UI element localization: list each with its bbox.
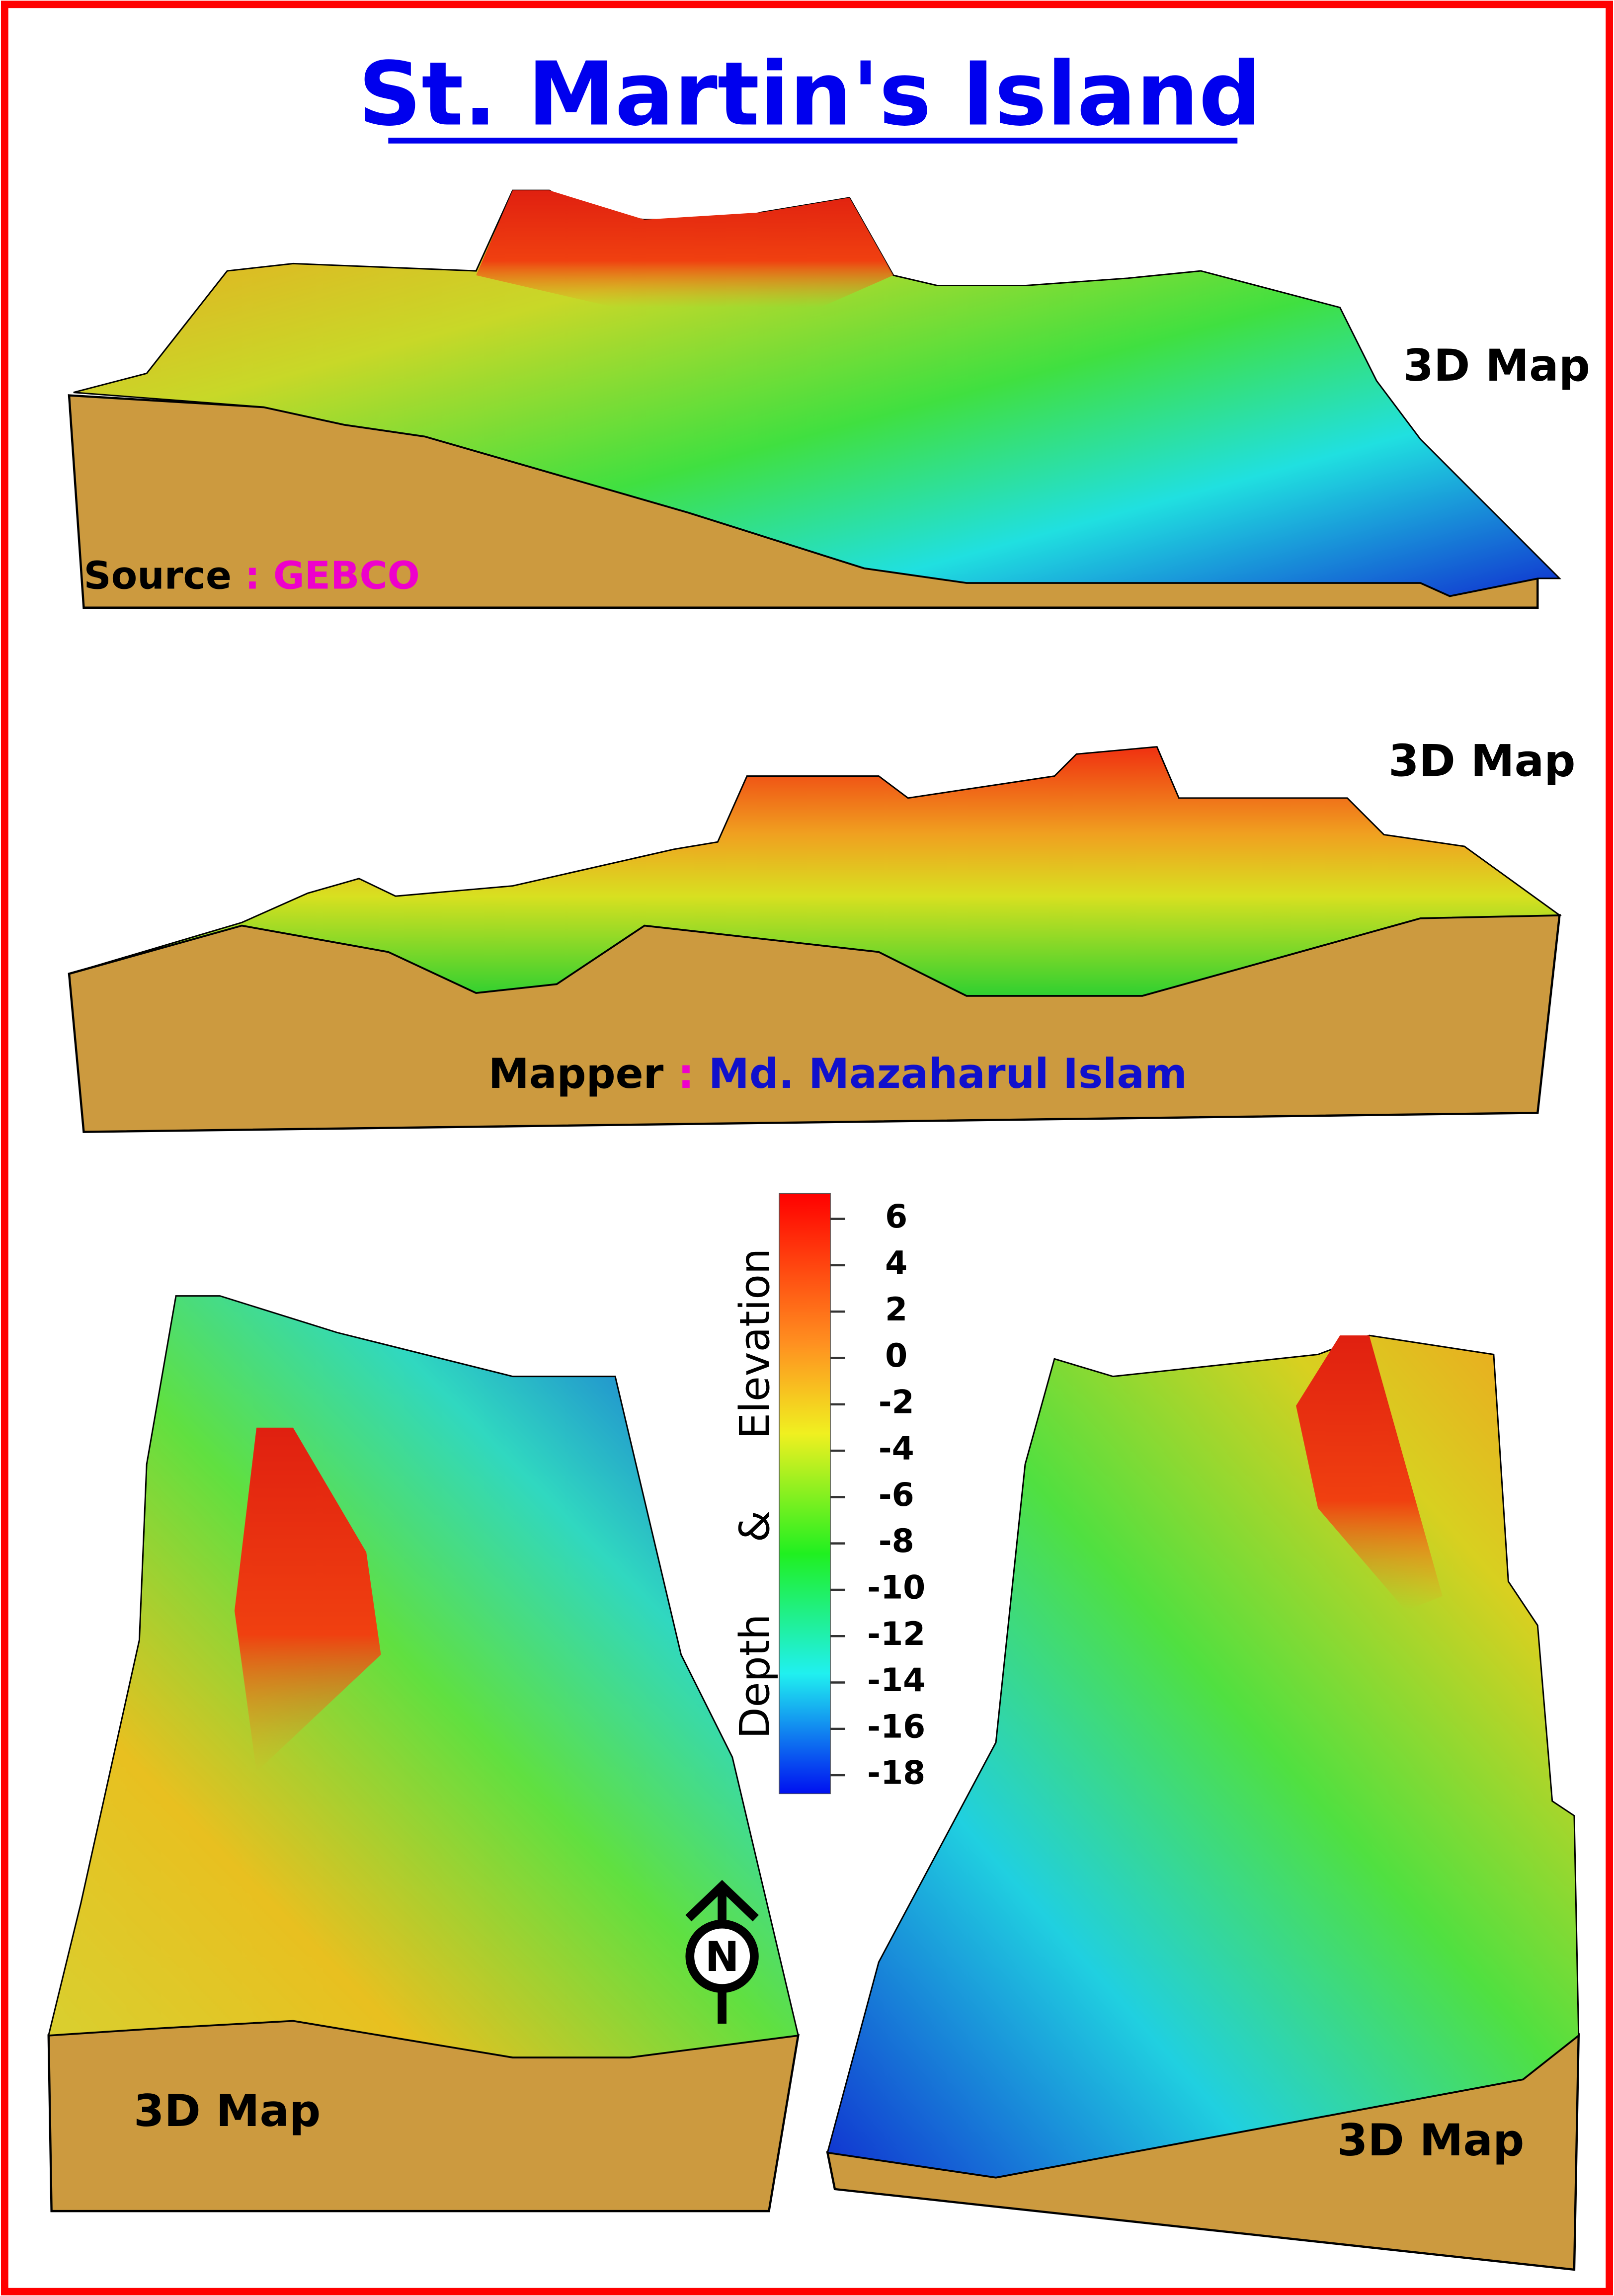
source: Source : GEBCO bbox=[83, 554, 419, 598]
tick-label: 6 bbox=[885, 1198, 907, 1235]
north-label: N bbox=[705, 1933, 739, 1981]
map-label: 3D Map bbox=[134, 2085, 321, 2136]
tick-label: -4 bbox=[879, 1430, 914, 1468]
map-label: 3D Map bbox=[1403, 340, 1590, 391]
title: St. Martin's Island bbox=[358, 43, 1262, 145]
tick-label: -10 bbox=[867, 1569, 925, 1607]
terrain-surface bbox=[47, 1295, 800, 2058]
tick-label: -2 bbox=[879, 1384, 914, 1421]
north-arrow: N bbox=[685, 1880, 759, 2024]
north-arrow-head bbox=[685, 1880, 759, 1922]
legend-title: Depth & Elevation bbox=[731, 1248, 779, 1739]
mapper: Mapper : Md. Mazaharul Islam bbox=[488, 1050, 1187, 1098]
colorbar-ticks: 6 4 2 0 -2 -4 -6 -8 -10 -12 -14 -16 -18 bbox=[830, 1198, 925, 1792]
tick-label: 0 bbox=[885, 1337, 907, 1375]
mapper-label: Mapper bbox=[488, 1050, 664, 1098]
north-arrow-circle bbox=[685, 1919, 759, 1993]
tick-label: 4 bbox=[885, 1245, 907, 1282]
mapper-value: Md. Mazaharul Islam bbox=[709, 1050, 1187, 1098]
source-value: GEBCO bbox=[273, 554, 420, 598]
tick-label: -14 bbox=[867, 1662, 925, 1699]
map-label: 3D Map bbox=[1337, 2115, 1524, 2166]
tick-label: -18 bbox=[867, 1755, 925, 1792]
tick-label: -8 bbox=[879, 1523, 914, 1560]
terrain-peak bbox=[476, 190, 893, 308]
separator: : bbox=[678, 1050, 694, 1098]
tick-label: -12 bbox=[867, 1616, 925, 1653]
separator: : bbox=[245, 554, 260, 598]
tick-label: -6 bbox=[879, 1476, 914, 1514]
terrain-peak bbox=[234, 1427, 381, 1772]
source-label: Source bbox=[83, 554, 231, 598]
tick-label: 2 bbox=[885, 1291, 907, 1328]
tick-label: -16 bbox=[867, 1708, 925, 1745]
terrain-surface bbox=[69, 746, 1562, 997]
terrain-base bbox=[68, 914, 1561, 1133]
terrain-peak bbox=[1296, 1335, 1443, 1611]
map-label: 3D Map bbox=[1388, 736, 1575, 787]
colorbar bbox=[779, 1193, 831, 1795]
